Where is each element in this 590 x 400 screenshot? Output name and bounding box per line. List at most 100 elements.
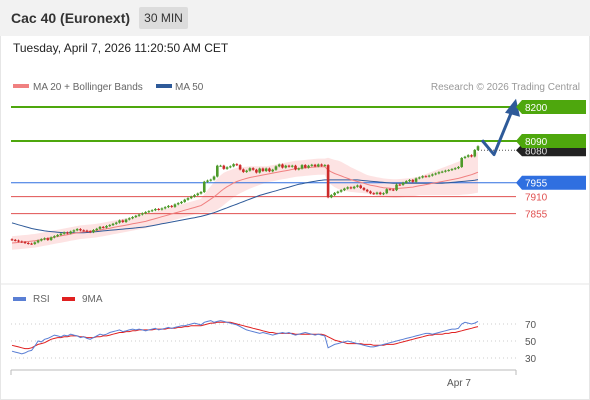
candle	[118, 219, 121, 224]
bollinger-band-area	[12, 151, 478, 250]
candle-body	[183, 199, 187, 202]
price-levels	[11, 106, 586, 215]
candle-body	[242, 169, 245, 172]
candle-body	[216, 165, 219, 177]
candle-body	[378, 192, 382, 195]
candle-body	[457, 166, 460, 169]
candle-body	[444, 170, 447, 172]
candle-body	[66, 232, 69, 234]
candle	[154, 208, 157, 212]
level-label-7955: 7955	[525, 179, 548, 190]
candle-body	[189, 196, 193, 199]
candle-body	[339, 190, 343, 192]
candle	[40, 238, 43, 242]
legend-ma20-label: MA 20 + Bollinger Bands	[33, 82, 143, 93]
candle-body	[235, 164, 239, 166]
candle-body	[359, 185, 362, 188]
candle-body	[310, 164, 314, 166]
candle	[333, 192, 336, 197]
candle-body	[85, 230, 89, 232]
candle-body	[405, 181, 408, 183]
candle	[150, 209, 154, 213]
candle-body	[424, 176, 428, 178]
candle-body	[108, 225, 112, 227]
candle-body	[10, 239, 14, 241]
candle-body	[75, 229, 79, 231]
candle-body	[248, 168, 252, 171]
candle-body	[343, 188, 346, 191]
candle	[375, 191, 379, 195]
candle	[391, 188, 395, 192]
candle	[235, 163, 239, 167]
candle-body	[167, 205, 170, 208]
candle-body	[69, 231, 72, 234]
candle-body	[128, 218, 131, 220]
candle-body	[460, 158, 464, 167]
candle	[69, 230, 72, 235]
candle-body	[408, 179, 411, 182]
candle	[362, 187, 366, 191]
candle-body	[401, 182, 405, 185]
candle-body	[23, 242, 27, 244]
candle-body	[281, 164, 284, 168]
candle-body	[356, 185, 359, 187]
candle	[365, 188, 369, 193]
candle-body	[476, 146, 480, 150]
candle	[13, 238, 17, 242]
candle-body	[375, 192, 379, 194]
forecast-arrow-line	[480, 110, 514, 157]
candle-body	[20, 241, 24, 243]
candle-body	[427, 175, 431, 177]
rsi-lines	[11, 320, 479, 355]
candle	[30, 242, 33, 245]
candle	[287, 164, 291, 168]
candle	[447, 169, 450, 172]
candle	[144, 211, 147, 215]
candle	[326, 164, 330, 199]
candle-body	[79, 229, 82, 231]
candle	[463, 155, 467, 159]
candle	[88, 230, 92, 234]
candle-body	[274, 166, 278, 170]
candle	[222, 164, 226, 170]
candle	[401, 181, 405, 186]
candle-body	[290, 165, 294, 167]
candle-body	[307, 165, 310, 168]
candle	[111, 222, 115, 226]
candle-body	[212, 176, 216, 180]
candle	[157, 208, 160, 211]
rsi-tick-50: 50	[525, 337, 537, 348]
candle	[209, 178, 213, 182]
candle-body	[437, 172, 441, 174]
candle	[131, 216, 134, 220]
candle	[251, 167, 255, 171]
candle	[444, 169, 447, 173]
candle	[352, 185, 356, 190]
candle	[121, 219, 125, 223]
candle-body	[180, 201, 183, 204]
candle-body	[330, 195, 333, 198]
candle-body	[349, 187, 353, 189]
rsi-9ma-line	[11, 321, 479, 350]
candle-body	[317, 164, 320, 167]
candle	[264, 167, 268, 172]
candle	[216, 164, 219, 178]
interval-button[interactable]: 30 MIN	[139, 7, 188, 29]
candle	[212, 175, 216, 181]
credit-label: Research © 2026 Trading Central	[431, 82, 580, 93]
candle	[424, 175, 428, 178]
candle-body	[258, 168, 261, 173]
candle-body	[160, 208, 164, 210]
candle	[59, 232, 63, 236]
candle	[408, 179, 411, 183]
candle-body	[414, 178, 418, 182]
candle	[258, 167, 261, 174]
candle-body	[101, 226, 105, 228]
candle-body	[277, 164, 281, 167]
instrument-title: Cac 40 (Euronext)	[11, 10, 131, 26]
candle-body	[176, 203, 180, 205]
candle-body	[147, 211, 151, 213]
candle	[49, 236, 53, 241]
candle	[395, 183, 398, 192]
candle	[421, 175, 424, 179]
